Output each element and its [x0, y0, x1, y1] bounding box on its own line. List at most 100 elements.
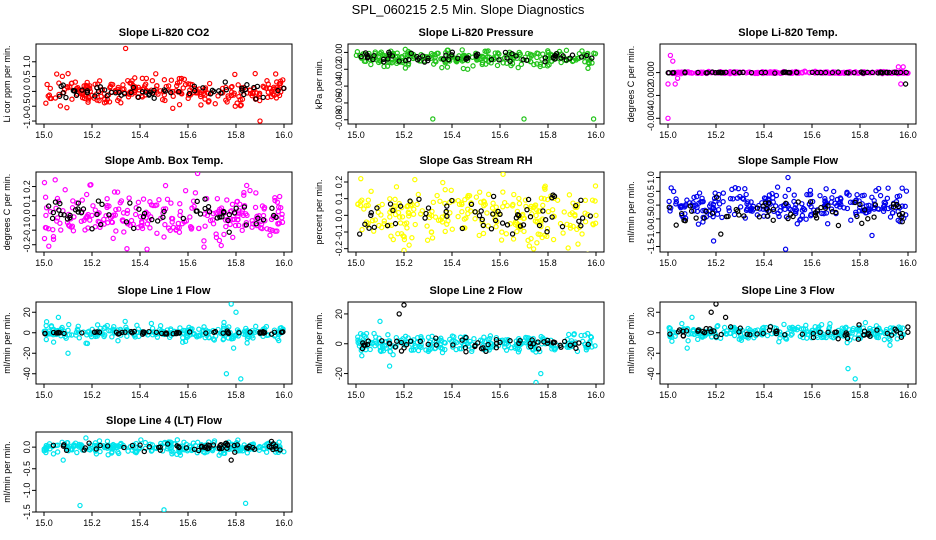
data-point: [110, 235, 116, 242]
data-point: [590, 116, 597, 122]
x-tick-label: 15.4: [131, 518, 149, 528]
data-point: [710, 213, 716, 220]
data-point: [401, 302, 407, 308]
data-point: [52, 95, 59, 101]
data-point: [700, 328, 706, 335]
data-point: [444, 213, 450, 219]
data-point: [757, 206, 763, 212]
data-point: [713, 302, 719, 307]
data-point: [223, 223, 229, 230]
data-point: [252, 204, 259, 211]
data-point: [711, 328, 717, 334]
data-point: [156, 444, 162, 451]
data-point: [671, 69, 677, 76]
y-tick-label: -0.04: [334, 76, 344, 97]
data-point: [50, 339, 57, 345]
data-point: [182, 338, 189, 345]
data-point: [359, 345, 366, 352]
x-tick-label: 15.2: [707, 258, 725, 268]
data-point: [439, 64, 445, 71]
data-point: [149, 78, 156, 84]
data-point: [388, 233, 394, 239]
data-point: [880, 208, 887, 215]
data-point: [782, 335, 789, 341]
data-point: [762, 69, 769, 76]
data-point: [525, 196, 532, 203]
data-point: [748, 69, 755, 76]
x-tick-label: 16.0: [587, 130, 605, 140]
x-tick-label: 15.6: [803, 258, 821, 268]
data-point: [247, 329, 253, 335]
data-point: [176, 444, 182, 451]
data-point: [428, 229, 435, 235]
data-point: [722, 314, 729, 321]
data-point: [823, 210, 830, 216]
data-point: [856, 208, 863, 214]
data-point: [59, 73, 66, 80]
x-tick-label: 15.0: [659, 258, 677, 268]
points-layer: [666, 302, 911, 382]
data-point: [421, 59, 428, 65]
data-point: [161, 208, 167, 215]
data-point: [84, 332, 90, 338]
data-point: [117, 441, 124, 448]
panel-10: Slope Line 4 (LT) Flow 15.0 15.2 15.4 15.6 15…: [2, 415, 293, 528]
y-tick-label: 0.0: [646, 199, 656, 212]
data-point: [587, 213, 594, 219]
data-point: [770, 206, 777, 212]
data-point: [432, 52, 438, 58]
data-point: [511, 191, 517, 198]
data-point: [394, 338, 400, 344]
data-point: [106, 203, 112, 209]
data-point: [902, 81, 909, 87]
data-point: [387, 348, 393, 355]
data-point: [207, 217, 214, 224]
data-point: [404, 225, 410, 231]
data-point: [520, 222, 527, 228]
data-point: [73, 92, 80, 99]
data-point: [84, 88, 91, 94]
data-point: [368, 210, 374, 216]
data-point: [266, 443, 272, 450]
y-tick-label: -40: [22, 367, 32, 380]
data-point: [211, 329, 217, 336]
data-point: [694, 204, 700, 211]
data-point: [194, 208, 200, 214]
data-point: [463, 334, 469, 341]
data-point: [536, 222, 543, 229]
data-point: [84, 214, 90, 220]
data-point: [261, 329, 268, 336]
data-point: [459, 337, 465, 343]
data-point: [459, 201, 465, 208]
data-point: [93, 446, 99, 452]
data-point: [245, 445, 251, 451]
data-point: [507, 338, 513, 344]
data-point: [575, 241, 581, 247]
data-point: [517, 226, 524, 232]
data-point: [522, 197, 529, 203]
data-point: [846, 327, 853, 333]
data-point: [218, 330, 224, 337]
data-point: [268, 438, 275, 445]
data-point: [534, 61, 540, 67]
data-point: [169, 451, 175, 457]
data-point: [380, 59, 387, 65]
data-point: [243, 182, 250, 189]
data-point: [463, 215, 469, 221]
y-tick-label: -40: [646, 367, 656, 380]
data-point: [252, 446, 258, 452]
data-point: [730, 196, 736, 202]
data-point: [691, 208, 697, 214]
data-point: [398, 348, 405, 354]
data-point: [253, 323, 259, 330]
data-point: [371, 224, 378, 230]
data-point: [247, 87, 253, 94]
data-point: [799, 331, 806, 337]
data-point: [851, 69, 857, 76]
data-point: [668, 185, 674, 191]
data-point: [63, 94, 69, 101]
data-point: [191, 203, 197, 210]
data-point: [160, 214, 166, 220]
data-point: [402, 60, 408, 67]
data-point: [97, 224, 103, 230]
